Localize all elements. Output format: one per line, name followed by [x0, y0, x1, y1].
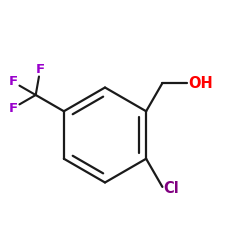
Text: F: F	[36, 63, 45, 76]
Text: Cl: Cl	[164, 181, 180, 196]
Text: OH: OH	[189, 76, 214, 90]
Text: F: F	[8, 102, 18, 114]
Text: F: F	[8, 76, 18, 88]
